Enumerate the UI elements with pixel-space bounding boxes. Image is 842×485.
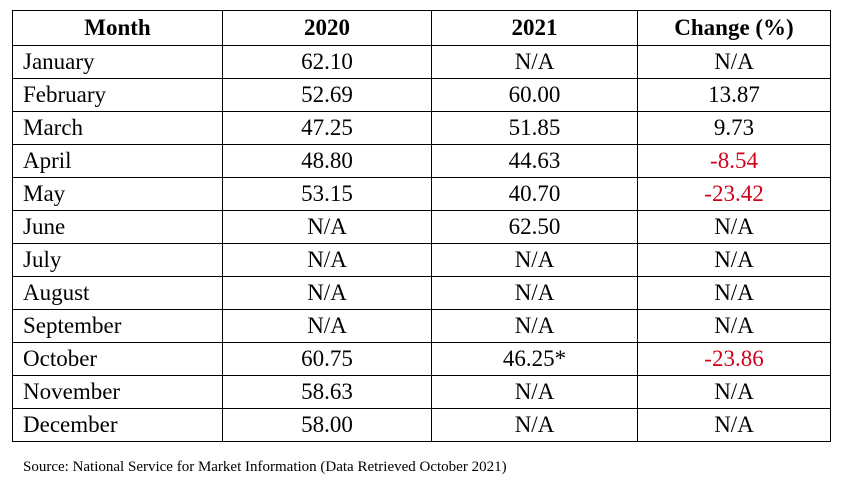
cell-2021: 44.63 bbox=[431, 144, 638, 178]
header-month: Month bbox=[12, 10, 223, 46]
table-row: September N/A N/A N/A bbox=[12, 309, 831, 343]
cell-month: May bbox=[12, 177, 223, 211]
cell-2021: N/A bbox=[431, 243, 638, 277]
cell-month: October bbox=[12, 342, 223, 376]
cell-month: June bbox=[12, 210, 223, 244]
cell-2021: 60.00 bbox=[431, 78, 638, 112]
cell-2021: 46.25* bbox=[431, 342, 638, 376]
cell-change: 9.73 bbox=[637, 111, 831, 145]
cell-change: -23.42 bbox=[637, 177, 831, 211]
table-row: July N/A N/A N/A bbox=[12, 243, 831, 277]
cell-month: April bbox=[12, 144, 223, 178]
cell-2021: N/A bbox=[431, 408, 638, 442]
cell-2020: N/A bbox=[222, 243, 432, 277]
table-row: March 47.25 51.85 9.73 bbox=[12, 111, 831, 145]
table-body: January 62.10 N/A N/A February 52.69 60.00 13.8… bbox=[12, 45, 831, 442]
cell-2021: N/A bbox=[431, 309, 638, 343]
cell-2020: 47.25 bbox=[222, 111, 432, 145]
cell-2020: N/A bbox=[222, 210, 432, 244]
cell-month: January bbox=[12, 45, 223, 79]
cell-2020: 52.69 bbox=[222, 78, 432, 112]
cell-2020: 60.75 bbox=[222, 342, 432, 376]
cell-change: -23.86 bbox=[637, 342, 831, 376]
cell-change: -8.54 bbox=[637, 144, 831, 178]
cell-2021: 62.50 bbox=[431, 210, 638, 244]
table-row: December 58.00 N/A N/A bbox=[12, 408, 831, 442]
cell-change: 13.87 bbox=[637, 78, 831, 112]
source-note: Source: National Service for Market Info… bbox=[23, 459, 507, 475]
header-change: Change (%) bbox=[637, 10, 831, 46]
cell-2021: N/A bbox=[431, 276, 638, 310]
table-row: January 62.10 N/A N/A bbox=[12, 45, 831, 79]
cell-change: N/A bbox=[637, 375, 831, 409]
cell-2020: N/A bbox=[222, 309, 432, 343]
cell-month: July bbox=[12, 243, 223, 277]
cell-2021: N/A bbox=[431, 375, 638, 409]
cell-2021: 51.85 bbox=[431, 111, 638, 145]
cell-change: N/A bbox=[637, 210, 831, 244]
table-header-row: Month 2020 2021 Change (%) bbox=[12, 10, 831, 46]
cell-2020: 58.00 bbox=[222, 408, 432, 442]
cell-month: December bbox=[12, 408, 223, 442]
header-2020: 2020 bbox=[222, 10, 432, 46]
cell-change: N/A bbox=[637, 309, 831, 343]
cell-2020: 58.63 bbox=[222, 375, 432, 409]
table-row: October 60.75 46.25* -23.86 bbox=[12, 342, 831, 376]
cell-2021: N/A bbox=[431, 45, 638, 79]
cell-change: N/A bbox=[637, 408, 831, 442]
cell-month: August bbox=[12, 276, 223, 310]
cell-change: N/A bbox=[637, 243, 831, 277]
cell-month: February bbox=[12, 78, 223, 112]
monthly-change-table: Month 2020 2021 Change (%) January 62.10 N… bbox=[12, 10, 831, 442]
cell-month: March bbox=[12, 111, 223, 145]
table-row: August N/A N/A N/A bbox=[12, 276, 831, 310]
header-2021: 2021 bbox=[431, 10, 638, 46]
table-row: February 52.69 60.00 13.87 bbox=[12, 78, 831, 112]
table-row: April 48.80 44.63 -8.54 bbox=[12, 144, 831, 178]
cell-2020: 53.15 bbox=[222, 177, 432, 211]
cell-2020: N/A bbox=[222, 276, 432, 310]
cell-change: N/A bbox=[637, 45, 831, 79]
cell-change: N/A bbox=[637, 276, 831, 310]
cell-2020: 48.80 bbox=[222, 144, 432, 178]
table-row: June N/A 62.50 N/A bbox=[12, 210, 831, 244]
cell-2020: 62.10 bbox=[222, 45, 432, 79]
table-row: November 58.63 N/A N/A bbox=[12, 375, 831, 409]
cell-2021: 40.70 bbox=[431, 177, 638, 211]
cell-month: November bbox=[12, 375, 223, 409]
cell-month: September bbox=[12, 309, 223, 343]
table-row: May 53.15 40.70 -23.42 bbox=[12, 177, 831, 211]
